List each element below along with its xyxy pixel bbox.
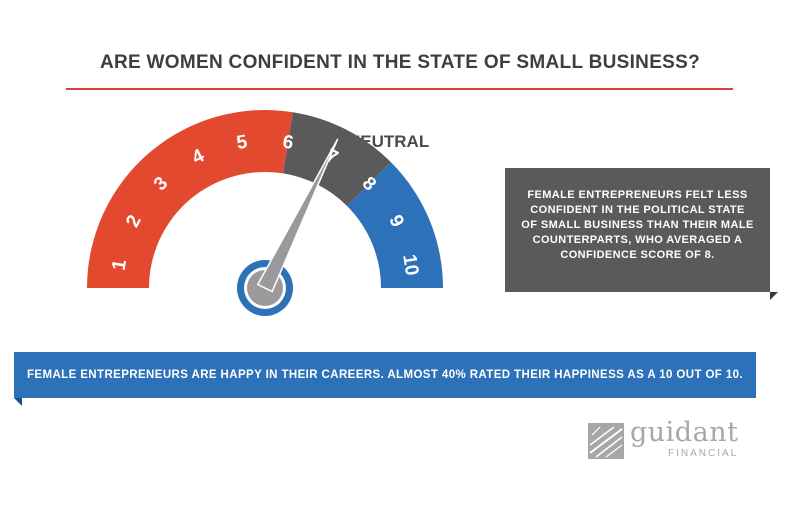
gauge-needle xyxy=(237,138,339,316)
guidant-logo: guidant FINANCIAL xyxy=(588,417,739,461)
gauge-number-10: 10 xyxy=(398,253,422,277)
info-note-box: FEMALE ENTREPRENEURS FELT LESS CONFIDENT… xyxy=(505,168,770,292)
title-divider xyxy=(66,88,733,90)
gauge-segment-3 xyxy=(347,162,443,288)
happiness-banner-text: FEMALE ENTREPRENEURS ARE HAPPY IN THEIR … xyxy=(26,369,744,381)
logo-name: guidant xyxy=(630,417,739,448)
gauge-number-1: 1 xyxy=(109,258,131,272)
guidant-logo-mark-icon xyxy=(588,423,624,459)
banner-fold-corner xyxy=(14,398,22,406)
gauge-segments xyxy=(87,109,443,289)
note-fold-corner xyxy=(770,292,778,300)
gauge-number-6: 6 xyxy=(281,132,295,154)
happiness-banner: FEMALE ENTREPRENEURS ARE HAPPY IN THEIR … xyxy=(14,352,756,398)
logo-subtitle: FINANCIAL xyxy=(668,448,739,459)
gauge-segment-2 xyxy=(283,112,391,206)
info-note-text: FEMALE ENTREPRENEURS FELT LESS CONFIDENT… xyxy=(521,189,754,261)
page-title: ARE WOMEN CONFIDENT IN THE STATE OF SMAL… xyxy=(99,52,701,73)
gauge-segment-1 xyxy=(87,109,293,289)
gauge-number-5: 5 xyxy=(235,132,249,154)
gauge-pointer xyxy=(256,138,339,293)
